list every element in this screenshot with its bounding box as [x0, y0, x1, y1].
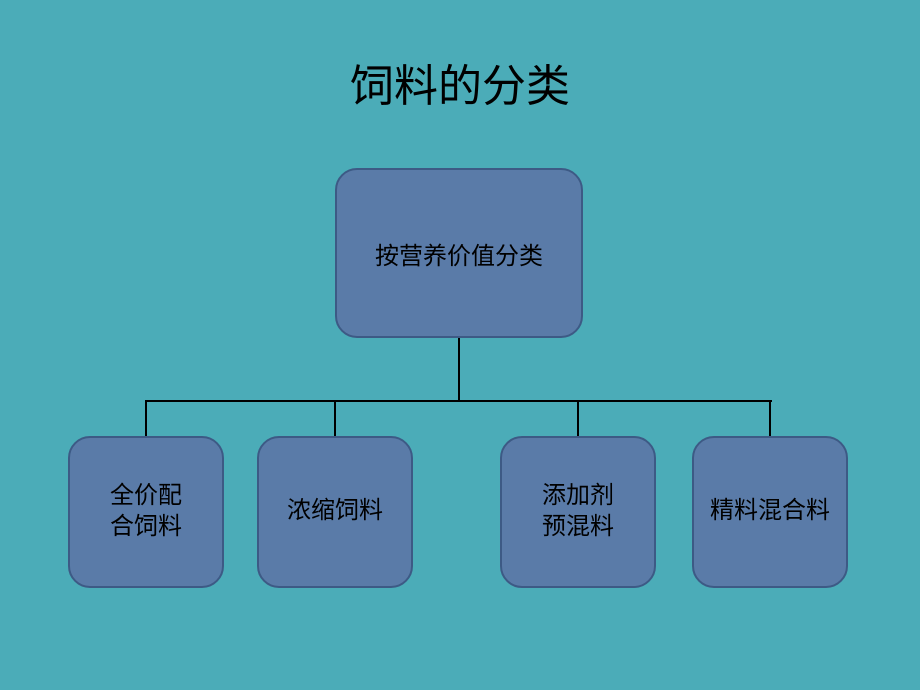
tree-child-label: 浓缩饲料 — [287, 496, 383, 527]
connector-line — [458, 338, 460, 400]
tree-child-label: 添加剂预混料 — [542, 481, 614, 543]
tree-root-node: 按营养价值分类 — [335, 168, 583, 338]
tree-child-label: 全价配合饲料 — [110, 481, 182, 543]
connector-line — [577, 400, 579, 436]
tree-child-node: 添加剂预混料 — [500, 436, 656, 588]
tree-root-label: 按营养价值分类 — [375, 236, 543, 271]
connector-line — [769, 400, 771, 436]
tree-child-label: 精料混合料 — [710, 496, 830, 527]
connector-line — [146, 400, 772, 402]
slide-title: 饲料的分类 — [0, 50, 920, 114]
tree-child-node: 全价配合饲料 — [68, 436, 224, 588]
connector-line — [334, 400, 336, 436]
connector-line — [145, 400, 147, 436]
tree-child-node: 精料混合料 — [692, 436, 848, 588]
tree-child-node: 浓缩饲料 — [257, 436, 413, 588]
